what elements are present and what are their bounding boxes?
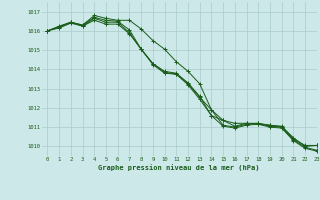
X-axis label: Graphe pression niveau de la mer (hPa): Graphe pression niveau de la mer (hPa)	[99, 164, 260, 171]
